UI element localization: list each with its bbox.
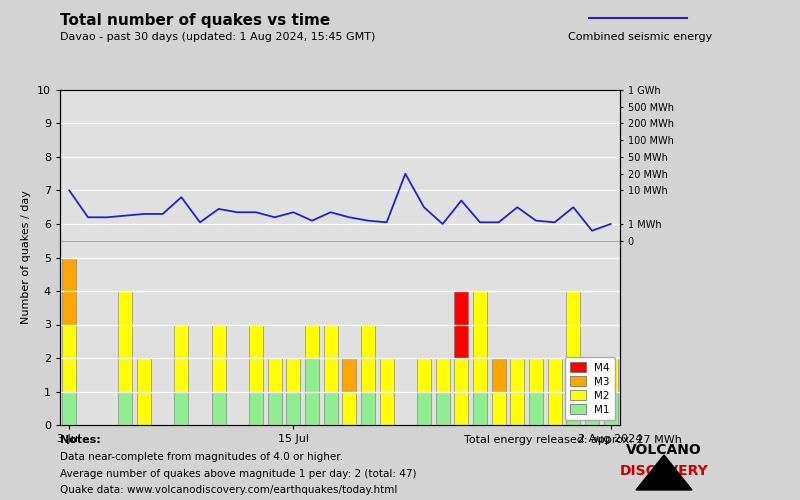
Bar bbox=[473, 291, 487, 392]
Bar bbox=[566, 392, 580, 425]
Text: Average number of quakes above magnitude 1 per day: 2 (total: 47): Average number of quakes above magnitude… bbox=[60, 469, 417, 479]
Text: DISCOVERY: DISCOVERY bbox=[620, 464, 708, 478]
Text: Notes:: Notes: bbox=[60, 435, 101, 445]
Bar bbox=[585, 392, 599, 425]
Bar bbox=[454, 291, 468, 358]
Bar bbox=[454, 358, 468, 425]
Bar bbox=[473, 392, 487, 425]
Bar bbox=[62, 324, 76, 392]
Bar bbox=[286, 358, 300, 392]
Bar bbox=[324, 324, 338, 392]
Bar bbox=[436, 392, 450, 425]
Bar bbox=[268, 358, 282, 392]
Bar bbox=[548, 358, 562, 425]
Bar bbox=[529, 392, 543, 425]
Bar bbox=[174, 392, 188, 425]
Bar bbox=[492, 358, 506, 392]
Bar bbox=[380, 358, 394, 425]
Text: Davao - past 30 days (updated: 1 Aug 2024, 15:45 GMT): Davao - past 30 days (updated: 1 Aug 202… bbox=[60, 32, 375, 42]
Text: Combined seismic energy: Combined seismic energy bbox=[568, 32, 712, 42]
Text: Data near-complete from magnitudes of 4.0 or higher.: Data near-complete from magnitudes of 4.… bbox=[60, 452, 343, 462]
Bar bbox=[529, 358, 543, 392]
Bar bbox=[212, 392, 226, 425]
Bar bbox=[492, 392, 506, 425]
Bar bbox=[268, 392, 282, 425]
Bar bbox=[137, 358, 151, 425]
Bar bbox=[417, 392, 431, 425]
Bar bbox=[212, 324, 226, 392]
Bar bbox=[361, 324, 375, 392]
Bar bbox=[249, 324, 263, 392]
Bar bbox=[604, 358, 618, 392]
Bar bbox=[118, 291, 132, 392]
Bar bbox=[566, 291, 580, 392]
Bar bbox=[286, 392, 300, 425]
Legend: M4, M3, M2, M1: M4, M3, M2, M1 bbox=[565, 356, 614, 420]
Bar bbox=[305, 324, 319, 358]
Bar bbox=[342, 392, 356, 425]
Bar bbox=[62, 392, 76, 425]
Text: VOLCANO: VOLCANO bbox=[626, 442, 702, 456]
Bar bbox=[118, 392, 132, 425]
Bar bbox=[510, 358, 524, 425]
Bar bbox=[436, 358, 450, 392]
Bar bbox=[604, 392, 618, 425]
Bar bbox=[249, 392, 263, 425]
Text: Total energy released: approx. 27 MWh: Total energy released: approx. 27 MWh bbox=[464, 435, 682, 445]
Bar bbox=[174, 324, 188, 392]
Text: Quake data: www.volcanodiscovery.com/earthquakes/today.html: Quake data: www.volcanodiscovery.com/ear… bbox=[60, 485, 398, 495]
Bar bbox=[324, 392, 338, 425]
Bar bbox=[62, 258, 76, 324]
Text: Total number of quakes vs time: Total number of quakes vs time bbox=[60, 12, 330, 28]
Bar bbox=[417, 358, 431, 392]
Bar bbox=[305, 358, 319, 425]
Bar bbox=[361, 392, 375, 425]
Bar bbox=[342, 358, 356, 392]
Y-axis label: Number of quakes / day: Number of quakes / day bbox=[22, 190, 31, 324]
